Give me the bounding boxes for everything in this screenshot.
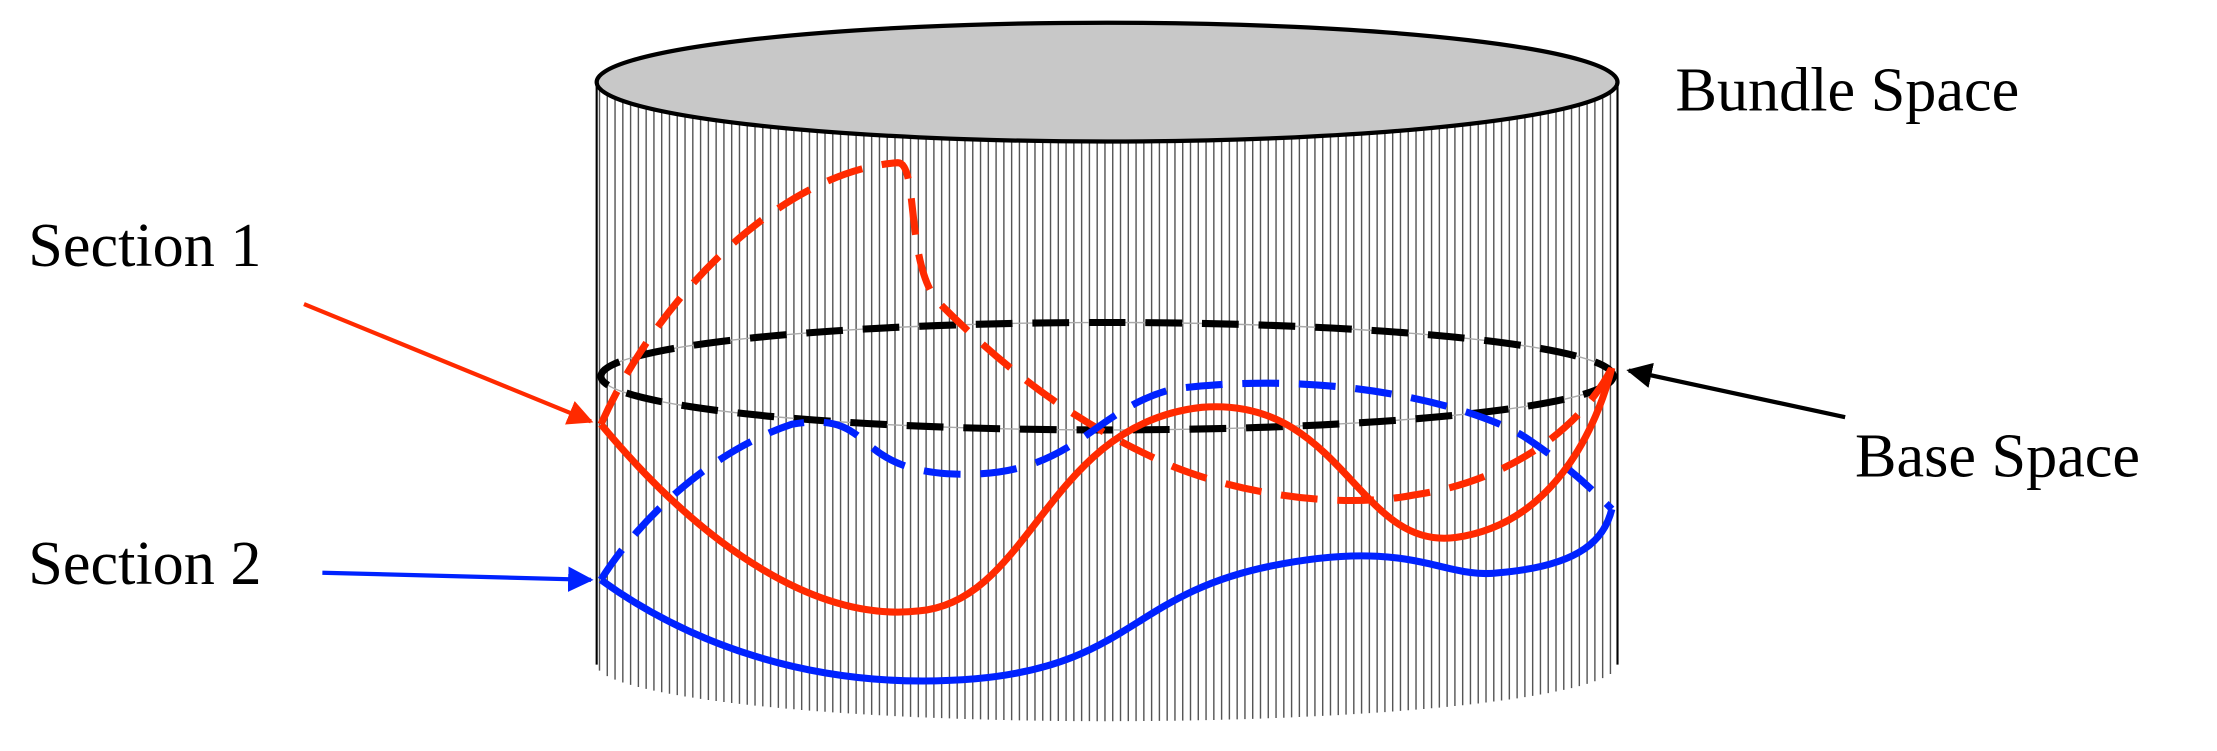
base-space-dashed: [597, 318, 1617, 434]
section-2-label: Section 2: [28, 530, 261, 598]
top-cap: [594, 20, 1620, 144]
section-2-back: [597, 379, 1615, 582]
section-2-front: [598, 508, 1616, 685]
section-1-back: [597, 159, 1616, 505]
section-2-arrow: [322, 566, 594, 592]
section-1-label: Section 1: [28, 212, 261, 280]
fibers: [598, 88, 1612, 722]
section-1-front: [598, 366, 1616, 616]
base-space-arrow: [1626, 362, 1846, 420]
base-space-label: Base Space: [1855, 423, 2140, 491]
bundle-space-label: Bundle Space: [1675, 57, 2019, 125]
section-1-arrow: [303, 302, 594, 425]
